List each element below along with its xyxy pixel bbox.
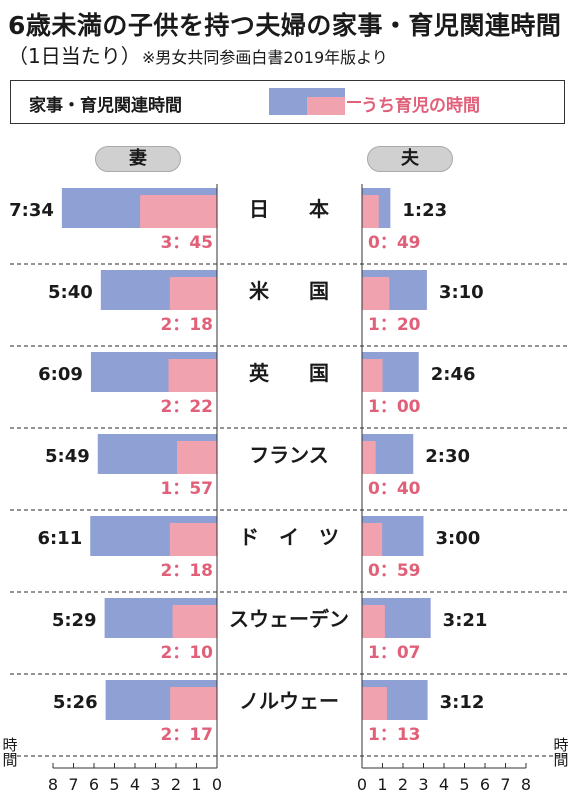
wife-child-label: 1：57 xyxy=(161,479,214,499)
husband-child-label: 1：00 xyxy=(368,397,421,417)
wife-child-label: 2：17 xyxy=(161,725,214,745)
legend-total-label: 家事・育児関連時間 xyxy=(29,96,182,116)
wife-child-label: 2：22 xyxy=(161,397,214,417)
wife-tick-label: 7 xyxy=(68,775,78,794)
wife-tick-label: 4 xyxy=(130,775,140,794)
husband-tick-label: 2 xyxy=(398,775,408,794)
unit-label-right: 時 間 xyxy=(553,736,569,769)
husband-tick-label: 8 xyxy=(521,775,531,794)
legend-connector xyxy=(347,101,361,103)
husband-child-label: 0：40 xyxy=(368,479,421,499)
husband-child-bar xyxy=(362,359,383,392)
country-label: 日 本 xyxy=(249,197,329,221)
husband-tick-label: 3 xyxy=(418,775,428,794)
wife-column-label: 妻 xyxy=(95,146,181,172)
wife-child-bar xyxy=(170,687,217,720)
husband-child-label: 1：20 xyxy=(368,315,421,335)
wife-total-label: 5:49 xyxy=(45,446,90,467)
husband-total-label: 3:21 xyxy=(443,610,488,631)
wife-child-bar xyxy=(168,359,217,392)
husband-tick-label: 6 xyxy=(480,775,490,794)
legend-child-label: うち育児の時間 xyxy=(361,96,480,116)
husband-child-label: 1：13 xyxy=(368,725,421,745)
husband-column-label: 夫 xyxy=(367,146,453,172)
wife-child-bar xyxy=(169,277,217,310)
wife-tick-label: 1 xyxy=(191,775,201,794)
wife-tick-label: 6 xyxy=(89,775,99,794)
wife-tick-label: 3 xyxy=(150,775,160,794)
husband-total-label: 3:00 xyxy=(436,528,481,549)
husband-tick-label: 4 xyxy=(439,775,449,794)
husband-total-label: 3:10 xyxy=(439,282,484,303)
wife-child-label: 2：18 xyxy=(161,315,214,335)
wife-child-bar xyxy=(169,523,217,556)
wife-tick-label: 0 xyxy=(212,775,222,794)
country-label: フランス xyxy=(249,443,329,467)
husband-tick-label: 1 xyxy=(377,775,387,794)
wife-child-label: 3：45 xyxy=(161,233,214,253)
husband-child-label: 0：49 xyxy=(368,233,421,253)
husband-tick-label: 7 xyxy=(500,775,510,794)
husband-child-bar xyxy=(362,441,376,474)
country-label: ノルウェー xyxy=(239,689,339,713)
husband-tick-label: 5 xyxy=(459,775,469,794)
wife-total-label: 5:26 xyxy=(53,692,98,713)
country-label: ド イ ツ xyxy=(239,525,339,549)
husband-child-bar xyxy=(362,277,390,310)
legend: 家事・育児関連時間 うち育児の時間 xyxy=(10,80,565,124)
husband-total-label: 1:23 xyxy=(402,200,447,221)
wife-total-label: 6:11 xyxy=(37,528,82,549)
wife-child-label: 2：10 xyxy=(161,643,214,663)
wife-total-label: 5:40 xyxy=(48,282,93,303)
country-label: 英 国 xyxy=(249,361,329,385)
husband-total-label: 2:30 xyxy=(425,446,470,467)
husband-child-label: 1：07 xyxy=(368,643,421,663)
legend-child-swatch xyxy=(307,97,345,115)
wife-child-bar xyxy=(172,605,217,638)
husband-tick-label: 0 xyxy=(357,775,367,794)
wife-tick-label: 2 xyxy=(171,775,181,794)
husband-child-bar xyxy=(362,605,385,638)
chart-title: 6歳未満の子供を持つ夫婦の家事・育児関連時間 xyxy=(8,11,562,40)
husband-child-bar xyxy=(362,523,383,556)
husband-child-bar xyxy=(362,687,387,720)
wife-total-label: 6:09 xyxy=(38,364,83,385)
source-note: ※男女共同参画白書2019年版より xyxy=(142,48,388,67)
country-label: スウェーデン xyxy=(229,607,349,631)
wife-child-bar xyxy=(140,195,217,228)
wife-total-label: 7:34 xyxy=(9,200,54,221)
husband-child-label: 0：59 xyxy=(368,561,421,581)
wife-tick-label: 5 xyxy=(109,775,119,794)
wife-total-label: 5:29 xyxy=(52,610,97,631)
chart-subtitle: （1日当たり） xyxy=(8,44,141,68)
country-label: 米 国 xyxy=(249,279,329,303)
wife-child-label: 2：18 xyxy=(161,561,214,581)
husband-total-label: 3:12 xyxy=(440,692,485,713)
wife-tick-label: 8 xyxy=(48,775,58,794)
wife-child-bar xyxy=(177,441,217,474)
husband-child-bar xyxy=(362,195,379,228)
husband-total-label: 2:46 xyxy=(431,364,476,385)
unit-label-left: 時 間 xyxy=(2,736,18,769)
